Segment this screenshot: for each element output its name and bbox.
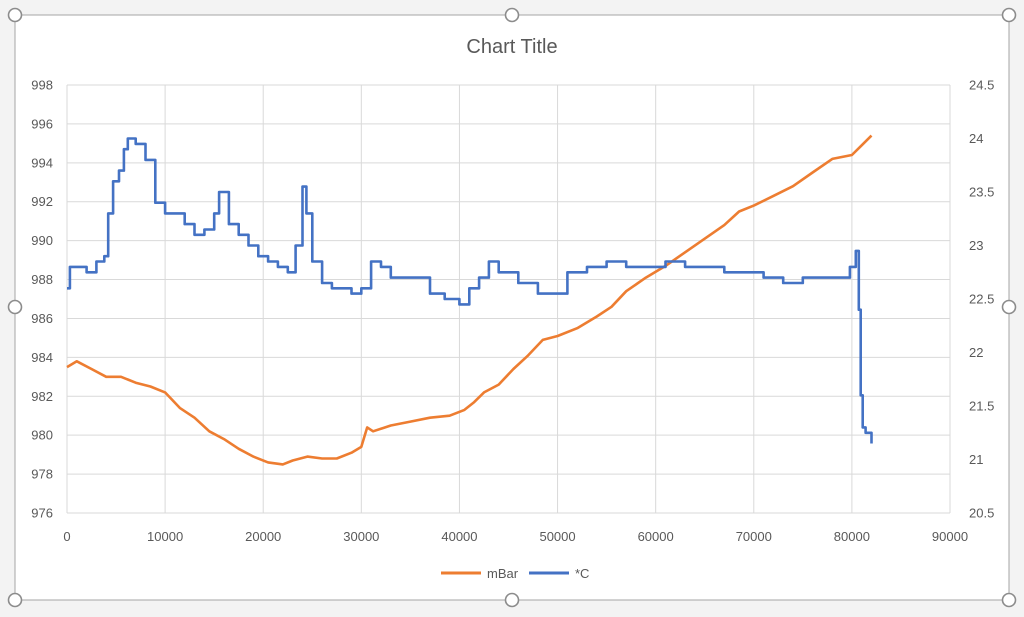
legend: mBar *C [441, 566, 589, 581]
x-tick-label: 50000 [539, 529, 575, 544]
selection-handles[interactable] [7, 7, 1017, 608]
resize-handle[interactable] [504, 592, 520, 608]
plot-series [66, 134, 873, 466]
resize-handle[interactable] [1001, 592, 1017, 608]
y-tick-label: 976 [31, 506, 53, 521]
axis-ticks: 976 978 980 982 984 986 988 990 992 994 996 998 0 100… [31, 78, 994, 545]
y2-tick-label: 22.5 [969, 292, 994, 307]
chart-title: Chart Title [466, 36, 557, 58]
resize-handle[interactable] [7, 592, 23, 608]
x-tick-label: 40000 [441, 529, 477, 544]
y2-tick-label: 22 [969, 345, 983, 360]
resize-handle[interactable] [7, 7, 23, 23]
y-tick-label: 982 [31, 389, 53, 404]
chart-frame [14, 14, 1010, 601]
y2-tick-label: 24 [969, 131, 983, 146]
y2-tick-label: 23.5 [969, 185, 994, 200]
y-tick-label: 998 [31, 78, 53, 93]
x-tick-label: 10000 [147, 529, 183, 544]
y-tick-label: 994 [31, 155, 53, 170]
x-tick-label: 60000 [638, 529, 674, 544]
resize-handle[interactable] [7, 299, 23, 315]
y-tick-label: 996 [31, 116, 53, 131]
y2-tick-label: 24.5 [969, 78, 994, 93]
x-tick-label: 0 [63, 529, 70, 544]
y-tick-label: 988 [31, 272, 53, 287]
y-tick-label: 980 [31, 428, 53, 443]
y-tick-label: 986 [31, 311, 53, 326]
legend-label-mbar: mBar [487, 566, 519, 581]
x-tick-label: 80000 [834, 529, 870, 544]
y-tick-label: 992 [31, 194, 53, 209]
y2-tick-label: 21 [969, 452, 983, 467]
y2-tick-label: 20.5 [969, 506, 994, 521]
series-line-temperature [67, 137, 873, 444]
y2-tick-label: 21.5 [969, 399, 994, 414]
x-tick-label: 30000 [343, 529, 379, 544]
y-tick-label: 978 [31, 467, 53, 482]
x-tick-label: 90000 [932, 529, 968, 544]
y2-tick-label: 23 [969, 238, 983, 253]
x-tick-label: 20000 [245, 529, 281, 544]
legend-label-temperature: *C [575, 566, 589, 581]
y-tick-label: 984 [31, 350, 53, 365]
resize-handle[interactable] [1001, 299, 1017, 315]
resize-handle[interactable] [1001, 7, 1017, 23]
resize-handle[interactable] [504, 7, 520, 23]
x-tick-label: 70000 [736, 529, 772, 544]
y-tick-label: 990 [31, 233, 53, 248]
series-line-mbar [66, 134, 873, 466]
